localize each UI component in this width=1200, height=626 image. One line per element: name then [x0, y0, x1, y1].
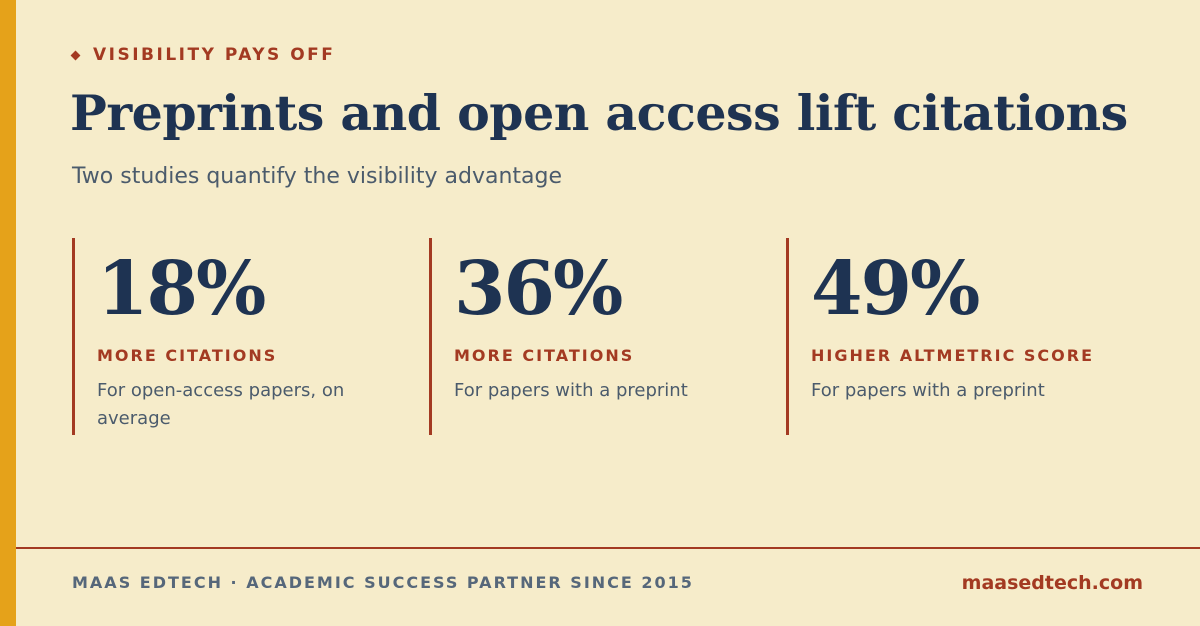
stat-description: For papers with a preprint — [454, 380, 688, 401]
stat-label: MORE CITATIONS — [97, 346, 278, 365]
stat-description: For open-access papers, on average — [97, 380, 345, 429]
stat-label: HIGHER ALTMETRIC SCORE — [811, 346, 1094, 365]
accent-bar — [0, 0, 16, 626]
stat-value: 18% — [97, 246, 266, 332]
stat-card: 36% MORE CITATIONS For papers with a prepr… — [429, 238, 739, 435]
eyebrow: VISIBILITY PAYS OFF — [70, 45, 336, 65]
bullet — [70, 50, 81, 60]
stat-value: 36% — [454, 246, 623, 332]
stat-description: For papers with a preprint — [811, 380, 1045, 401]
title: Preprints and open access lift citations — [70, 84, 1128, 142]
footer-rule — [16, 547, 1200, 549]
stat-card: 18% MORE CITATIONS For open-access papers,… — [72, 238, 382, 435]
footer-link[interactable]: maasedtech.com — [961, 572, 1143, 594]
subtitle: Two studies quantify the visibility adva… — [72, 164, 563, 189]
stat-label: MORE CITATIONS — [454, 346, 635, 365]
stat-card: 49% HIGHER ALTMETRIC SCORE For papers with… — [786, 238, 1096, 435]
eyebrow-text: VISIBILITY PAYS OFF — [93, 45, 336, 65]
stat-value: 49% — [811, 246, 980, 332]
footer-left: MAAS EDTECH · ACADEMIC SUCCESS PARTNER S… — [72, 573, 694, 592]
